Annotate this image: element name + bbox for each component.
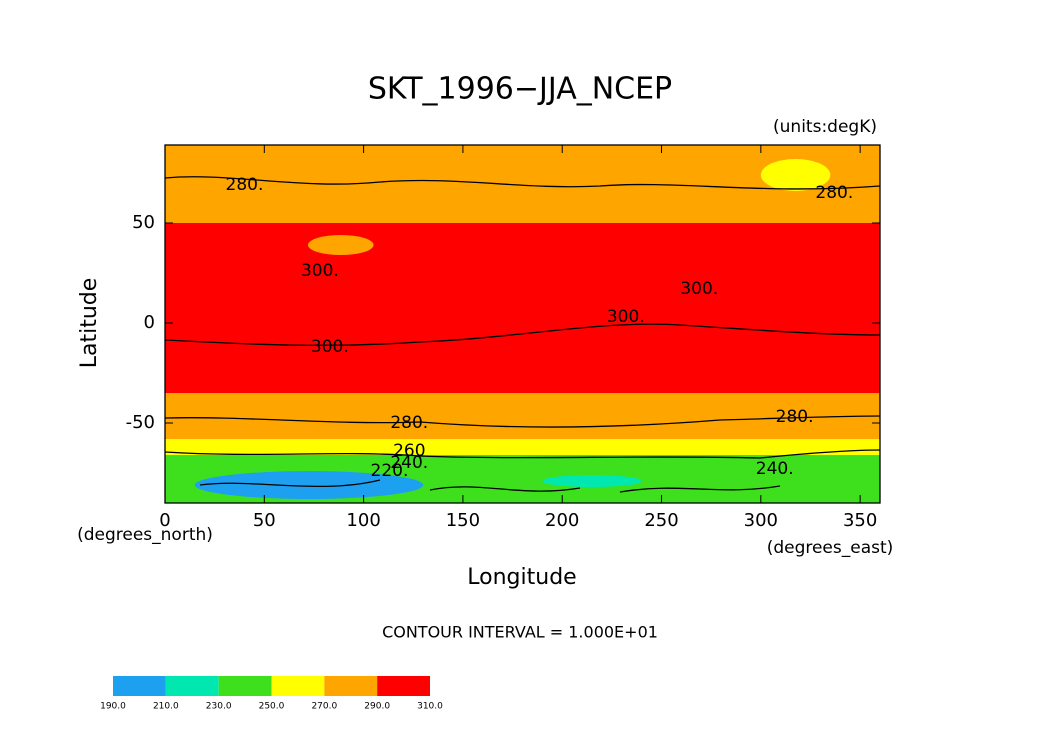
contour-label: 300. [311,337,349,357]
contour-line [164,415,881,428]
temperature-zone [165,393,880,439]
y-tick-label: 50 [132,212,155,233]
contour-label: 240. [756,459,794,479]
map-layer: 280. 280.300.300.300.300.280. 280.260240.2… [165,145,880,503]
temperature-zone [165,145,880,223]
contour-label: 300. [680,279,718,299]
temperature-zone [165,439,880,455]
x-axis-label: Longitude [467,565,576,590]
x-tick-label: 100 [346,510,380,531]
contour-label: 300. [301,261,339,281]
units-label: (units:degK) [773,117,877,137]
contour-label: 240. [390,453,428,473]
y-axis-label: Latitude [77,278,102,369]
x-tick-label: 300 [744,510,778,531]
colorbar-swatch [218,676,272,696]
contour-line [199,479,781,493]
contour-label: 280. [815,183,853,203]
y-tick-label: 0 [144,312,155,333]
colorbar-label: 230.0 [206,702,232,712]
contour-line [164,323,881,346]
colorbar-label: 210.0 [153,702,179,712]
temperature-patch [194,471,424,499]
contour-label: 300. [607,307,645,327]
contour-label: 280. [776,407,814,427]
x-units-label: (degrees_east) [767,538,894,558]
y-tick-label: -50 [126,412,155,433]
x-tick-label: 250 [644,510,678,531]
contour-note: CONTOUR INTERVAL = 1.000E+01 [382,623,658,642]
colorbar-label: 250.0 [259,702,285,712]
contour-label: 220. [371,461,409,481]
x-tick-label: 150 [446,510,480,531]
temperature-zone [165,223,880,393]
x-tick-label: 350 [843,510,877,531]
contour-line [164,176,881,190]
plot-frame [164,144,881,504]
contour-lines [164,176,881,493]
colorbar: 190.0 210.0 230.0 250.0 270.0 290.0 310.0 [100,676,443,712]
y-units-label: (degrees_north) [77,525,213,545]
contour-label: 280. [390,413,428,433]
colorbar-swatch [271,676,325,696]
x-tick-label: 0 [159,510,170,531]
colorbar-label: 310.0 [417,702,443,712]
x-tick-label: 50 [253,510,276,531]
colorbar-label: 190.0 [100,702,126,712]
colorbar-label: 290.0 [364,702,390,712]
colorbar-swatch [377,676,430,696]
colorbar-swatch [165,676,219,696]
axes: 0 50 100 150 200 250 300 350 -50 0 50 [126,144,881,531]
temperature-patch [542,475,642,487]
contour-line [164,449,881,459]
temperature-patch [760,159,831,191]
x-tick-label: 200 [545,510,579,531]
colorbar-swatch [324,676,378,696]
temperature-patch [308,235,374,255]
colorbar-swatch [113,676,166,696]
chart-title: SKT_1996−JJA_NCEP [368,72,672,107]
colorbar-label: 270.0 [311,702,337,712]
